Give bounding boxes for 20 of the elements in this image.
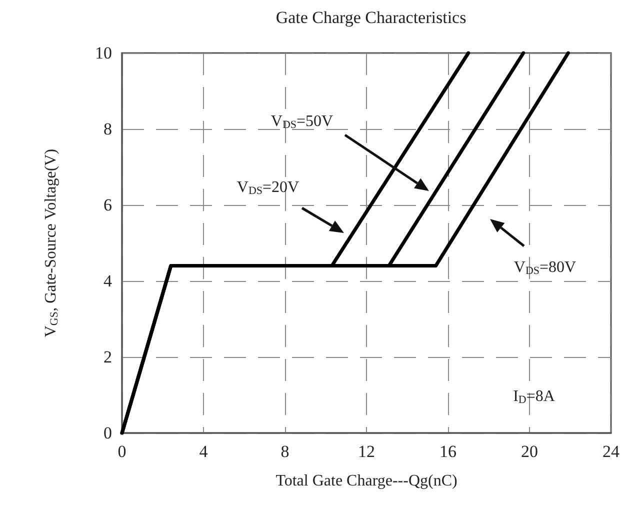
chart-title: Gate Charge Characteristics	[276, 8, 466, 27]
x-tick-label: 20	[521, 442, 538, 461]
annotation: V$_{DS}$=20V	[236, 179, 300, 197]
x-tick-label: 0	[118, 442, 126, 461]
x-tick-label: 12	[358, 442, 375, 461]
y-tick-label: 0	[104, 424, 112, 442]
x-tick-label: 24	[602, 442, 620, 461]
x-tick-label: 8	[280, 442, 290, 461]
y-tick-label: 10	[95, 44, 112, 62]
annotation: V$_{DS}$=50V	[270, 113, 334, 131]
y-tick-label: 8	[104, 120, 112, 138]
y-axis-title: VGS, Gate-Source Voltage(V)	[42, 148, 60, 338]
y-tick-label: 4	[104, 272, 112, 290]
annotation: V$_{DS}$=80V	[514, 259, 577, 277]
x-tick-label: 4	[199, 442, 208, 461]
y-tick-label: 6	[104, 196, 112, 214]
x-tick-label: 16	[440, 442, 456, 461]
x-axis-title: Total Gate Charge---Qg(nC)	[276, 472, 458, 490]
annotation: I$_{D}$=8A	[513, 388, 556, 406]
y-tick-label: 2	[104, 348, 112, 366]
